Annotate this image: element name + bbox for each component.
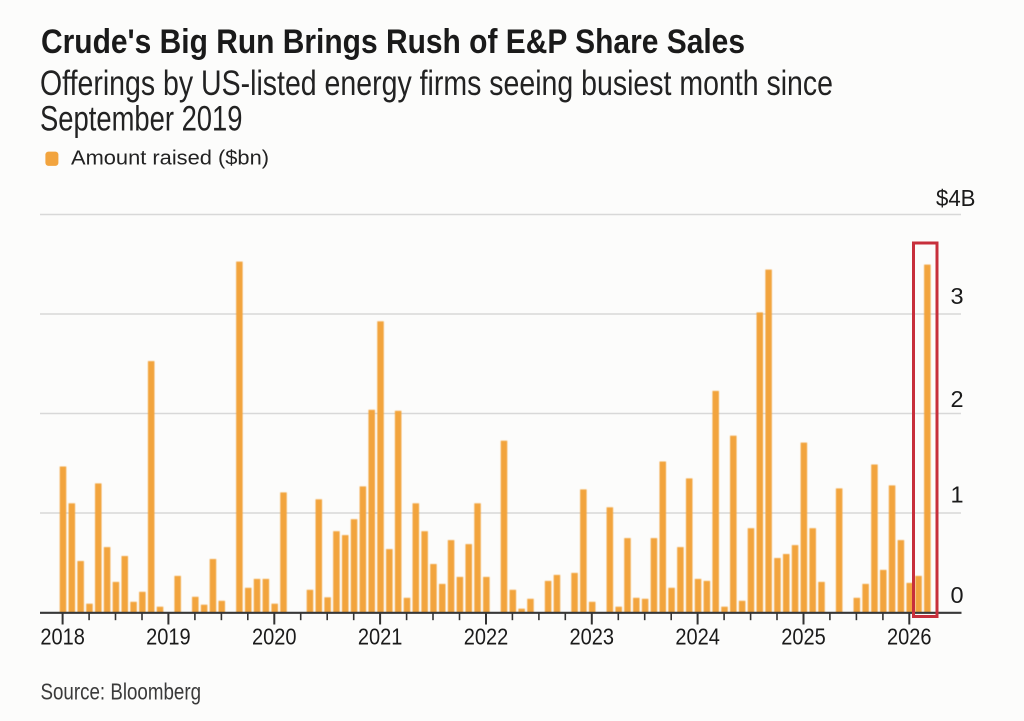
svg-text:2: 2 xyxy=(951,386,964,412)
svg-text:2021: 2021 xyxy=(358,624,403,650)
svg-text:2019: 2019 xyxy=(146,624,191,650)
svg-text:Source: Bloomberg: Source: Bloomberg xyxy=(41,678,202,704)
svg-text:0: 0 xyxy=(951,582,964,608)
svg-text:September 2019: September 2019 xyxy=(40,100,243,139)
svg-text:2025: 2025 xyxy=(781,624,826,650)
svg-text:2026: 2026 xyxy=(887,624,932,650)
svg-text:2018: 2018 xyxy=(40,624,85,650)
svg-text:$4B: $4B xyxy=(936,185,976,211)
svg-text:3: 3 xyxy=(951,283,964,309)
svg-text:2023: 2023 xyxy=(570,624,615,650)
svg-text:Crude's Big Run Brings Rush of: Crude's Big Run Brings Rush of E&P Share… xyxy=(41,23,745,61)
svg-text:2022: 2022 xyxy=(464,624,509,650)
svg-text:2020: 2020 xyxy=(252,624,297,650)
svg-text:Offerings by US-listed energy: Offerings by US-listed energy firms seei… xyxy=(40,64,833,103)
svg-text:Amount raised ($bn): Amount raised ($bn) xyxy=(71,147,269,170)
svg-text:1: 1 xyxy=(951,481,964,507)
svg-text:2024: 2024 xyxy=(675,624,720,650)
